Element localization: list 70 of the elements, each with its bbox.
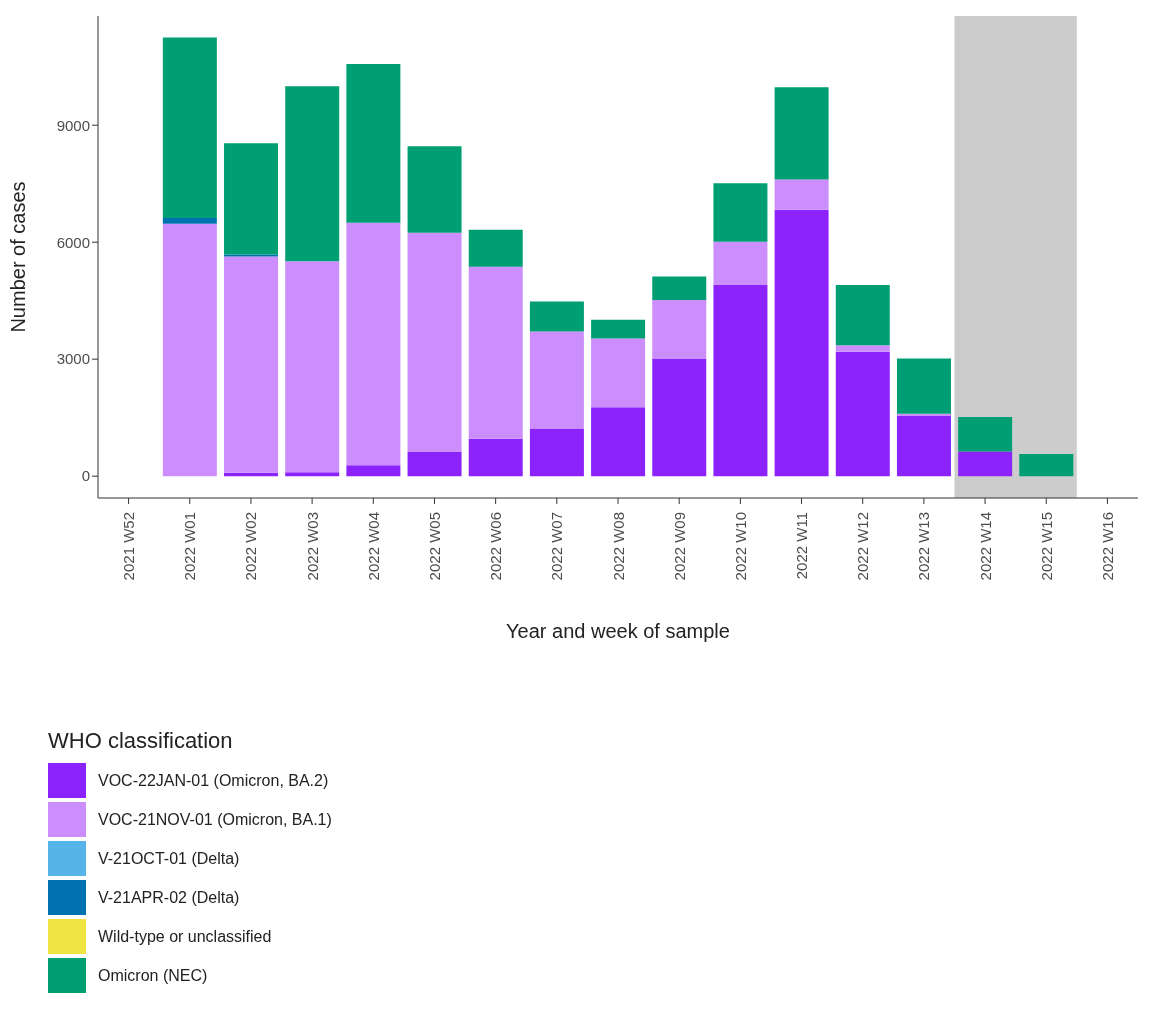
bar: [285, 472, 340, 477]
bar: [713, 241, 768, 286]
x-tick-label: 2022 W06: [487, 512, 505, 581]
bar: [468, 266, 523, 439]
bar: [774, 209, 829, 477]
bar: [529, 331, 584, 429]
x-tick-label: 2022 W11: [793, 512, 811, 580]
legend-title: WHO classification: [48, 728, 234, 754]
bar: [958, 451, 1013, 477]
bar: [774, 179, 829, 210]
legend-label: V-21OCT-01 (Delta): [98, 849, 240, 868]
x-tick-label: 2022 W14: [976, 512, 994, 581]
bar: [285, 261, 340, 473]
bar: [652, 276, 707, 300]
bar: [652, 299, 707, 359]
bar: [958, 416, 1013, 452]
legend-label: VOC-21NOV-01 (Omicron, BA.1): [98, 810, 332, 829]
legend-label: V-21APR-02 (Delta): [98, 888, 240, 907]
x-tick-label: 2022 W16: [1098, 512, 1116, 581]
x-tick-label: 2022 W09: [670, 512, 688, 581]
x-tick-label: 2022 W01: [181, 512, 199, 581]
bar: [468, 229, 523, 267]
bar: [162, 37, 217, 218]
bar: [285, 86, 340, 262]
y-tick-label: 6000: [56, 233, 90, 251]
bar: [591, 407, 646, 477]
y-tick-label: 9000: [56, 116, 90, 134]
bar: [162, 218, 217, 224]
x-tick-label: 2022 W02: [242, 512, 260, 581]
x-tick-label: 2021 W52: [120, 512, 138, 581]
bar: [774, 87, 829, 180]
bar: [896, 416, 951, 477]
legend-label: Omicron (NEC): [98, 966, 208, 985]
x-tick-label: 2022 W10: [731, 512, 749, 581]
bar: [1019, 453, 1074, 477]
x-tick-label: 2022 W13: [915, 512, 933, 581]
bar: [835, 345, 890, 352]
bar: [591, 338, 646, 408]
y-tick-label: 0: [81, 467, 90, 485]
x-axis-title: Year and week of sample: [506, 620, 730, 642]
bar: [529, 301, 584, 332]
x-tick-label: 2022 W03: [303, 512, 321, 581]
bar: [346, 63, 401, 223]
x-tick-label: 2022 W12: [854, 512, 872, 581]
x-tick-label: 2022 W07: [548, 512, 566, 581]
bar: [224, 143, 279, 255]
y-tick-label: 3000: [56, 350, 90, 368]
x-tick-label: 2022 W05: [425, 512, 443, 581]
legend-label: Wild-type or unclassified: [98, 927, 272, 946]
bar: [468, 438, 523, 477]
bar: [224, 256, 279, 473]
bar: [346, 465, 401, 477]
legend-label: VOC-22JAN-01 (Omicron, BA.2): [98, 771, 329, 790]
x-tick-label: 2022 W08: [609, 512, 627, 581]
bar: [896, 358, 951, 414]
bar: [713, 183, 768, 242]
y-axis-title: Number of cases: [7, 181, 30, 333]
bar: [407, 232, 462, 452]
bar: [407, 146, 462, 233]
bar: [162, 223, 217, 477]
x-tick-label: 2022 W04: [364, 512, 382, 581]
bar: [835, 285, 890, 346]
bar: [591, 319, 646, 339]
bar: [346, 222, 401, 466]
bar: [407, 451, 462, 477]
bar: [713, 285, 768, 477]
bar: [529, 428, 584, 477]
x-tick-label: 2022 W15: [1037, 512, 1055, 581]
bar: [835, 351, 890, 477]
bar: [652, 358, 707, 477]
